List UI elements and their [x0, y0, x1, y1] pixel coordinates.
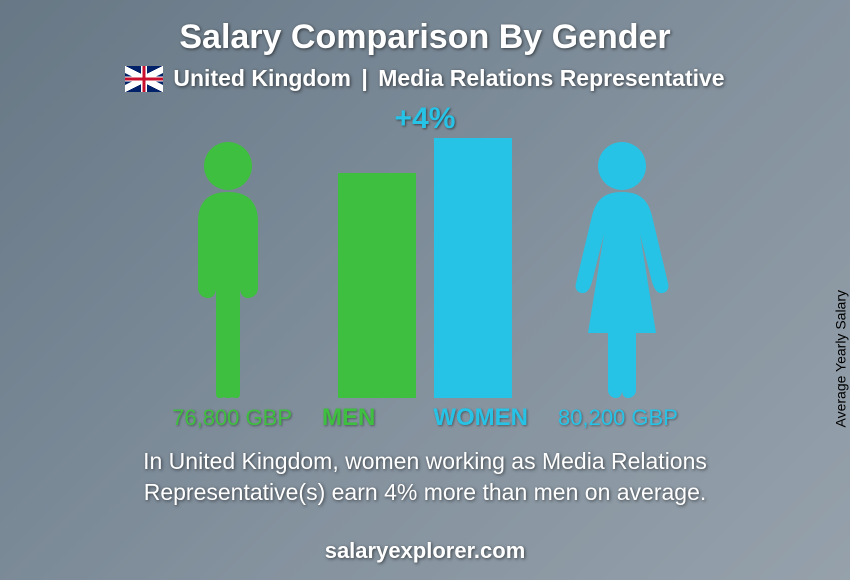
men-label: MEN [322, 404, 375, 432]
uk-flag-icon [125, 66, 163, 92]
footer-link[interactable]: salaryexplorer.com [0, 538, 850, 564]
delta-label: +4% [395, 102, 456, 136]
women-salary: 80,200 GBP [558, 405, 678, 431]
page-title: Salary Comparison By Gender [0, 18, 850, 57]
y-axis-label: Average Yearly Salary [832, 290, 848, 428]
men-bar [338, 173, 416, 398]
men-salary: 76,800 GBP [172, 405, 292, 431]
subtitle-row: United Kingdom | Media Relations Represe… [0, 65, 850, 92]
labels-row: 76,800 GBP MEN WOMEN 80,200 GBP [0, 404, 850, 432]
description-text: In United Kingdom, women working as Medi… [0, 446, 850, 508]
country-label: United Kingdom [173, 65, 351, 91]
women-bar [434, 138, 512, 398]
separator: | [361, 65, 367, 91]
job-title-label: Media Relations Representative [378, 65, 724, 91]
subtitle-text: United Kingdom | Media Relations Represe… [173, 65, 724, 92]
women-label: WOMEN [433, 404, 528, 432]
woman-icon [562, 138, 682, 398]
man-icon [168, 138, 288, 398]
bar-group [338, 138, 512, 398]
salary-chart: +4% [0, 102, 850, 432]
